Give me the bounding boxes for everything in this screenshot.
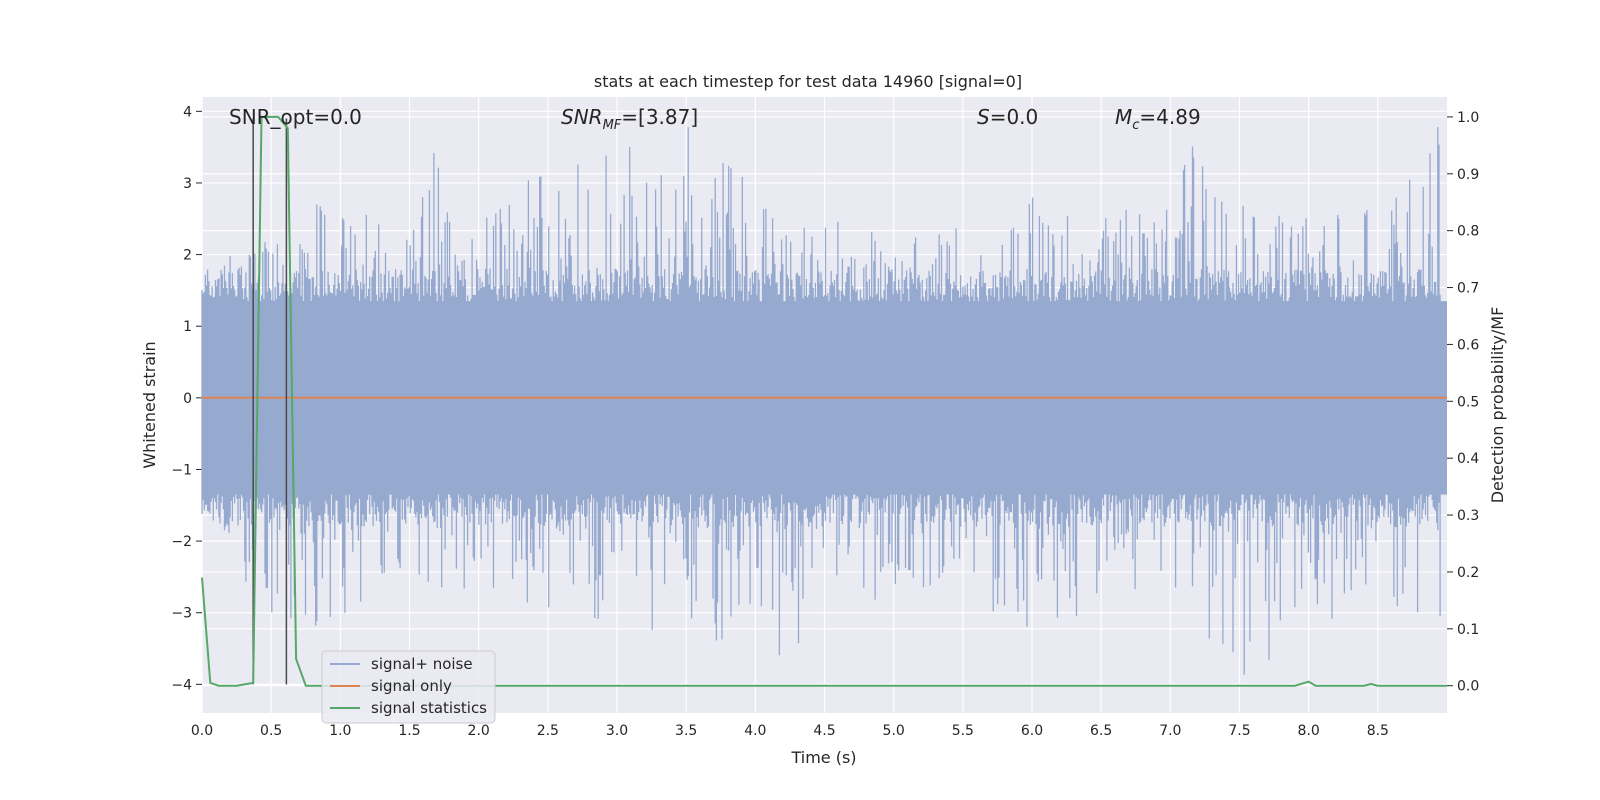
y-tick-label: 2 (183, 248, 192, 264)
y2-tick-label: 0.2 (1457, 565, 1479, 581)
y-tick-label: −1 (171, 462, 192, 478)
x-tick-label: 4.5 (813, 723, 835, 739)
y-tick-label: 4 (183, 104, 192, 120)
x-tick-label: 2.0 (468, 723, 490, 739)
snr-opt-annotation: SNR_opt=0.0 (229, 105, 362, 129)
s-annotation: S=0.0 (977, 105, 1038, 129)
y-tick-labels: 4 3 2 1 0 −1 −2 −3 −4 (171, 104, 192, 693)
y2-tick-label: 0.5 (1457, 394, 1479, 410)
x-tick-label: 3.5 (675, 723, 697, 739)
legend-label-signal-noise: signal+ noise (371, 655, 473, 673)
mc-sub: c (1132, 118, 1139, 133)
x-tick-labels: 0.0 0.5 1.0 1.5 2.0 2.5 3.0 3.5 4.0 4.5 5.0 5.5 6.0 6… (191, 723, 1389, 739)
s-symbol: S (977, 105, 990, 129)
y2-tick-labels: 1.0 0.9 0.8 0.7 0.6 0.5 0.4 0.3 0.2 0.1 0.0 (1457, 110, 1479, 695)
snr-mf-main: SNR (561, 105, 603, 129)
x-tick-label: 2.5 (537, 723, 559, 739)
legend-label-signal-statistics: signal statistics (371, 699, 487, 717)
legend: signal+ noise signal only signal statist… (321, 650, 496, 724)
x-tick-label: 8.0 (1298, 723, 1320, 739)
y2-tick-label: 0.4 (1457, 451, 1479, 467)
y-tick-label: 3 (183, 176, 192, 192)
y-tick-label: 0 (183, 391, 192, 407)
mc-symbol: M (1115, 105, 1132, 129)
x-tick-label: 8.5 (1367, 723, 1389, 739)
x-tick-label: 0.0 (191, 723, 213, 739)
x-tick-label: 3.0 (606, 723, 628, 739)
y-axis-label: Whitened strain (140, 341, 159, 468)
s-value: =0.0 (990, 105, 1039, 129)
mc-value: =4.89 (1139, 105, 1200, 129)
x-tick-label: 7.5 (1228, 723, 1250, 739)
y2-tick-label: 0.9 (1457, 167, 1479, 183)
x-tick-label: 7.0 (1159, 723, 1181, 739)
y-tick-label: −4 (171, 677, 192, 693)
x-tick-label: 6.5 (1090, 723, 1112, 739)
y-tick-label: −3 (171, 606, 192, 622)
y2-axis-label: Detection probability/MF (1488, 307, 1507, 504)
x-tick-label: 4.0 (744, 723, 766, 739)
snr-mf-value: =[3.87] (621, 105, 698, 129)
legend-label-signal-only: signal only (371, 677, 452, 695)
legend-box (321, 650, 496, 724)
x-tick-label: 0.5 (260, 723, 282, 739)
snr-mf-sub: MF (603, 118, 622, 133)
chart-title: stats at each timestep for test data 149… (594, 72, 1022, 91)
y-tick-label: −2 (171, 534, 192, 550)
x-tick-label: 5.5 (952, 723, 974, 739)
y-tick-label: 1 (183, 319, 192, 335)
x-axis-label: Time (s) (790, 748, 856, 767)
x-tick-label: 1.0 (329, 723, 351, 739)
snr-mf-annotation: SNRMF=[3.87] (561, 105, 698, 133)
x-tick-label: 1.5 (398, 723, 420, 739)
y2-tick-label: 0.3 (1457, 508, 1479, 524)
mc-annotation: Mc=4.89 (1115, 105, 1201, 133)
y2-tick-label: 1.0 (1457, 110, 1479, 126)
y2-tick-label: 0.6 (1457, 337, 1479, 353)
y2-tick-label: 0.8 (1457, 224, 1479, 240)
marker-lines (252, 118, 288, 685)
y2-tick-label: 0.0 (1457, 679, 1479, 695)
x-tick-label: 5.0 (883, 723, 905, 739)
y2-tick-label: 0.1 (1457, 622, 1479, 638)
x-tick-label: 6.0 (1021, 723, 1043, 739)
y2-tick-label: 0.7 (1457, 281, 1479, 297)
